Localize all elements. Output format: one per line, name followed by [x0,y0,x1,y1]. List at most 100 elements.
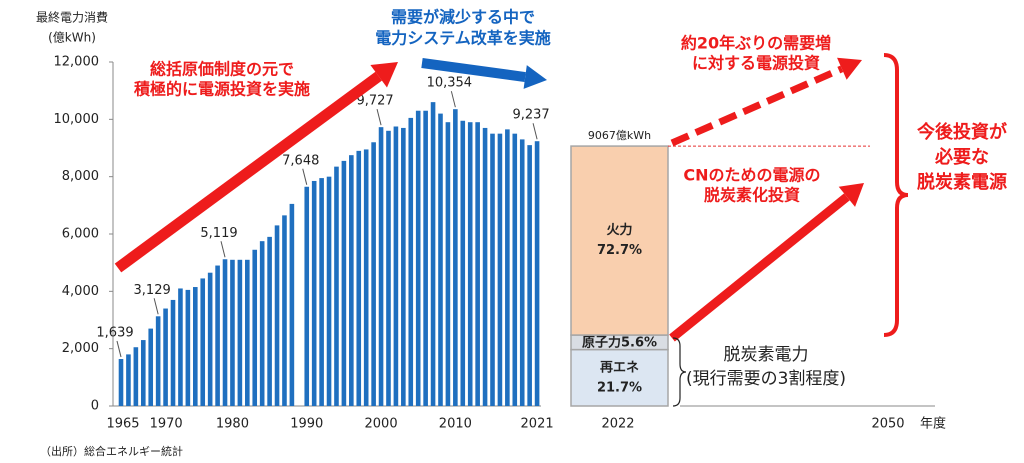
annotation: 約20年ぶりの需要増 [681,34,831,53]
bar [133,347,139,406]
annotation: 需要が減少する中で [391,8,535,27]
bar [356,150,362,406]
bar [460,120,466,407]
bar [170,299,176,406]
y-tick-label: 6,000 [62,227,99,242]
bar [371,142,376,406]
y-tick-label: 4,000 [62,284,99,299]
arrow-head [838,183,864,207]
label-leader [116,340,122,358]
bar [230,259,235,406]
annotation: 脱炭素電源 [917,171,1007,193]
bar [274,225,280,406]
bar [505,129,510,406]
bar [349,155,354,406]
bar [378,127,384,406]
bar [527,145,532,406]
bar [178,288,183,406]
bar [304,186,310,406]
arrow-shaft [670,65,844,147]
arrow-head [837,57,862,80]
x-tick-label: 2021 [521,417,554,432]
segment-value: 21.7% [597,380,642,395]
bar [341,160,347,406]
segment-value: 72.7% [597,243,642,258]
segment-name: 再エネ [600,360,639,375]
bar [534,141,540,406]
bar [163,308,168,406]
bar [311,180,317,406]
y-tick-label: 10,000 [54,112,100,127]
value-label: 10,354 [427,76,473,91]
bar [252,249,258,406]
label-leader [532,123,538,140]
bar [445,122,451,406]
annotation: 脱炭素電力 [724,345,809,365]
x-axis-label: 年度 [920,416,946,432]
bar [438,113,443,406]
annotation: 電力システム改革を実施 [375,29,551,48]
segment-name: 火力 [606,222,632,238]
segment-value: 5.6% [621,335,657,350]
bar [415,110,421,406]
segment-label: 原子力5.6% [582,334,657,350]
bar [193,287,198,406]
bar [267,236,272,406]
annotation: 必要な [934,146,989,168]
bar [386,130,391,407]
bar [118,359,124,406]
bar [453,109,458,406]
bar [237,259,243,406]
segment-name: 原子力 [582,334,621,350]
annotation: 総括原価制度の元で [150,60,294,79]
bar [408,117,414,407]
x-tick-label: 2050 [871,417,904,432]
x-tick-label: 2000 [365,417,398,432]
annotation: 脱炭素化投資 [704,186,800,205]
y-tick-label: 12,000 [54,55,100,70]
label-leader [450,91,456,108]
bar [200,278,206,406]
x-tick-label: 2022 [601,417,634,432]
annotation: (現行需要の3割程度) [686,369,846,389]
arrow-shaft [421,58,526,82]
bar [215,265,220,406]
bar [259,241,265,406]
bar [319,178,324,406]
bar [207,272,213,406]
y-tick-label: 0 [91,399,99,414]
annotation: CNのための電源の [683,166,820,185]
bar [393,126,399,406]
bar [334,166,339,406]
bar [289,203,295,406]
bar [140,340,146,406]
bar [490,133,495,406]
y-axis-label: 最終電力消費 [36,10,108,25]
x-tick-label: 1990 [290,417,323,432]
arrow-shaft [669,193,850,342]
label-leader [220,241,226,258]
bar [245,259,250,406]
x-tick-label: 1980 [216,417,249,432]
source: （出所）総合エネルギー統計 [40,444,183,458]
arrow-shaft [114,71,382,273]
x-tick-label: 2010 [439,417,472,432]
bar [148,328,154,406]
x-tick-label: 1965 [106,417,139,432]
annotation: 今後投資が [917,121,1007,143]
y-tick-label: 2,000 [62,341,99,356]
bar [475,122,480,406]
bar [497,133,503,406]
stacked-segment [570,348,669,407]
bar [401,127,406,406]
bar [222,259,228,406]
value-label: 5,119 [200,226,237,241]
bar [282,215,287,406]
bar [519,139,525,406]
label-leader [376,109,382,126]
stacked-segment [570,145,669,336]
y-tick-label: 8,000 [62,169,99,184]
value-label: 9,237 [512,108,549,123]
bar [423,110,428,406]
